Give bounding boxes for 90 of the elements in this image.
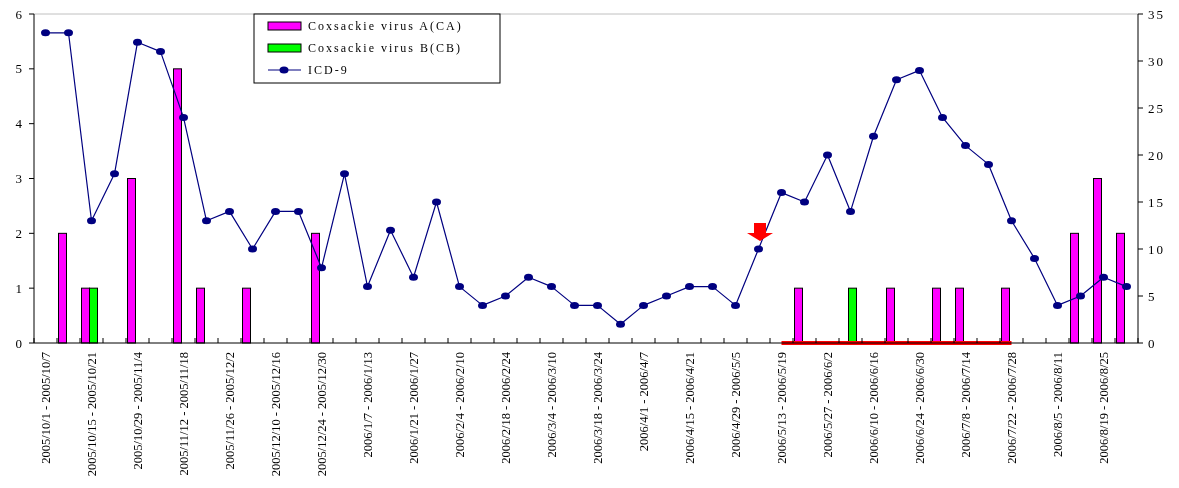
point [961,142,970,150]
point [110,170,119,178]
x-tick-label: 2006/4/1 - 2006/4/7 [636,352,651,452]
x-tick-label: 2006/1/7 - 2006/1/13 [360,352,375,458]
y2-tick-label: 0 [1148,335,1157,351]
point [754,245,763,253]
point [248,245,257,253]
x-tick-label: 2006/3/4 - 2006/3/10 [544,352,559,458]
point [1122,283,1131,291]
legend-label: ICD-9 [308,63,349,78]
x-tick-label: 2006/8/5 - 2006/8/11 [1050,352,1065,458]
x-tick-label: 2006/2/18 - 2006/2/24 [498,351,513,464]
point [317,264,326,272]
x-tick-label: 2006/8/19 - 2006/8/25 [1096,352,1111,464]
x-tick-label: 2005/10/1 - 2005/10/7 [38,352,53,464]
point [271,207,280,215]
y-tick-label: 0 [15,335,22,351]
x-tick-label: 2006/3/18 - 2006/3/24 [590,351,605,464]
point [777,189,786,197]
legend-label: Coxsackie virus A(CA) [308,19,463,34]
point [938,113,947,121]
point [202,217,211,225]
y2-tick-label: 30 [1148,53,1165,69]
y-tick-label: 4 [15,116,23,132]
x-tick-label: 2006/6/24 - 2006/6/30 [912,352,927,464]
point [662,292,671,300]
y2-tick-label: 35 [1148,6,1165,22]
legend-label: Coxsackie virus B(CB) [308,41,462,56]
y2-tick-label: 5 [1148,288,1157,304]
point [869,132,878,140]
point [156,48,165,56]
point [685,283,694,291]
point [1030,254,1039,262]
point [501,292,510,300]
point [432,198,441,206]
y2-tick-label: 10 [1148,241,1165,257]
x-tick-label: 2006/7/22 - 2006/7/28 [1004,352,1019,464]
x-tick-label: 2006/6/10 - 2006/6/16 [866,352,881,464]
point [547,283,556,291]
x-tick-label: 2006/2/4 - 2006/2/10 [452,352,467,458]
point [984,160,993,168]
x-tick-label: 2006/5/27 - 2006/6/2 [820,352,835,458]
y2-tick-label: 20 [1148,147,1165,163]
point [570,301,579,309]
point [87,217,96,225]
point [823,151,832,159]
point [133,38,142,46]
point [915,66,924,74]
point [1099,273,1108,281]
point [340,170,349,178]
point [64,29,73,37]
point [179,113,188,121]
point [409,273,418,281]
point [616,320,625,328]
x-tick-label: 2005/12/10 - 2005/12/16 [268,352,283,477]
x-tick-label: 2006/1/21 - 2006/1/27 [406,352,421,464]
point [363,283,372,291]
x-tick-label: 2006/7/8 - 2006/7/14 [958,351,973,458]
x-tick-label: 2005/11/12 - 2005/11/18 [176,352,191,476]
x-tick-label: 2006/4/29 - 2006/5/5 [728,352,743,458]
point [1076,292,1085,300]
point [731,301,740,309]
point [524,273,533,281]
y2-tick-label: 25 [1148,100,1165,116]
x-tick-label: 2005/12/24 - 2005/12/30 [314,352,329,477]
x-tick-label: 2006/5/13 - 2006/5/19 [774,352,789,464]
y-tick-label: 3 [15,171,22,187]
point [386,226,395,234]
y-tick-label: 5 [15,61,22,77]
point [593,301,602,309]
point [892,76,901,84]
point [708,283,717,291]
y2-tick-label: 15 [1148,194,1165,210]
point [1007,217,1016,225]
x-tick-label: 2006/4/15 - 2006/4/21 [682,352,697,464]
point [846,207,855,215]
point [455,283,464,291]
point [639,301,648,309]
x-tick-label: 2005/11/26 - 2005/12/2 [222,352,237,470]
point [294,207,303,215]
x-tick-label: 2005/10/29 - 2005/11/4 [130,351,145,470]
y-tick-label: 1 [15,280,22,296]
y-tick-label: 2 [15,225,22,241]
point [41,29,50,37]
point [1053,301,1062,309]
point [800,198,809,206]
x-tick-label: 2005/10/15 - 2005/10/21 [84,352,99,477]
point [478,301,487,309]
y-tick-label: 6 [15,6,23,22]
point [225,207,234,215]
